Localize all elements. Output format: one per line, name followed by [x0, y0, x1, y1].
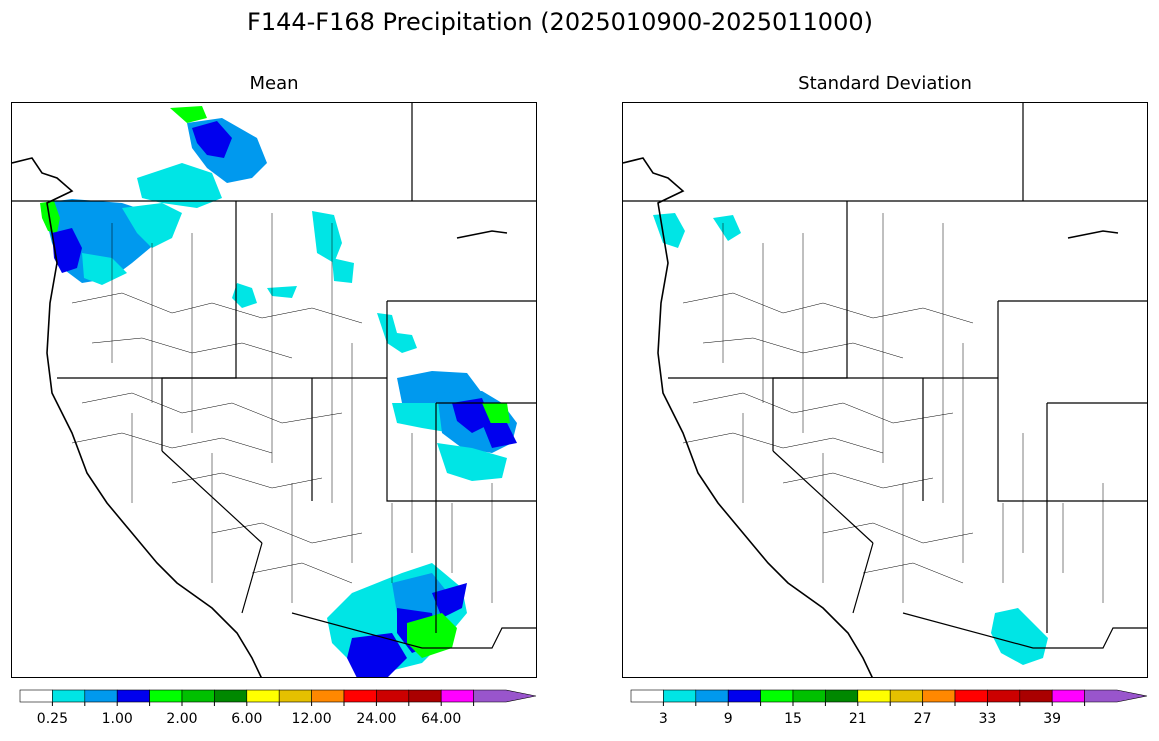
coastline [623, 157, 1119, 677]
colorbar-swatch [954, 689, 988, 703]
colorbar-swatch [1019, 689, 1053, 703]
colorbar-tick-label: 3 [658, 711, 668, 727]
colorbar-swatch [663, 689, 697, 703]
colorbar-tick-label: 33 [978, 711, 997, 727]
colorbar-swatch [278, 689, 312, 703]
colorbar-tick-label: 6.00 [231, 711, 263, 727]
mean-colorbar [19, 689, 537, 706]
state-boundaries [623, 103, 1147, 649]
colorbar-swatch [473, 689, 537, 703]
basin-boundaries [71, 213, 493, 603]
coastline [12, 157, 508, 677]
colorbar-swatch [181, 689, 215, 703]
colorbar-swatch [857, 689, 891, 703]
colorbar-tick-label: 15 [784, 711, 802, 727]
state-boundaries [12, 103, 536, 649]
colorbar-swatch [889, 689, 923, 703]
mean-map [11, 102, 537, 678]
colorbar-swatch [727, 689, 761, 703]
colorbar-swatch [116, 689, 150, 703]
colorbar-swatch [922, 689, 956, 703]
colorbar-tick-label: 12.00 [291, 711, 332, 727]
colorbar-swatch [408, 689, 442, 703]
colorbar-swatch [343, 689, 377, 703]
colorbar-swatch [246, 689, 280, 703]
colorbar-swatch [52, 689, 86, 703]
colorbar-swatch [311, 689, 345, 703]
colorbar-swatch [760, 689, 794, 703]
basin-shading [40, 106, 517, 677]
colorbar-tick-label: 1.00 [101, 711, 133, 727]
colorbar-tick-label: 0.25 [36, 711, 68, 727]
basin-shading [653, 213, 1048, 665]
colorbar-swatch [440, 689, 474, 703]
colorbar-swatch [1051, 689, 1085, 703]
colorbar-tick-label: 21 [848, 711, 867, 727]
colorbar-tick-label: 9 [723, 711, 733, 727]
colorbar-swatch [84, 689, 118, 703]
stddev-colorbar [630, 689, 1148, 706]
colorbar-swatch [695, 689, 729, 703]
colorbar-tick-label: 24.00 [356, 711, 397, 727]
colorbar-tick-label: 27 [913, 711, 932, 727]
colorbar-tick-label: 2.00 [166, 711, 198, 727]
colorbar-swatch [214, 689, 248, 703]
figure-title: F144-F168 Precipitation (2025010900-2025… [247, 8, 873, 36]
basin-boundaries [682, 213, 1104, 603]
colorbar-tick-label: 39 [1043, 711, 1062, 727]
colorbar-swatch [987, 689, 1021, 703]
colorbar-tick-label: 64.00 [421, 711, 462, 727]
mean-panel-title: Mean [249, 73, 299, 94]
colorbar-swatch [792, 689, 826, 703]
colorbar-swatch [825, 689, 859, 703]
colorbar-swatch [1084, 689, 1148, 703]
colorbar-swatch [149, 689, 183, 703]
colorbar-swatch [630, 689, 664, 703]
colorbar-swatch [19, 689, 53, 703]
stddev-map [622, 102, 1148, 678]
stddev-panel-title: Standard Deviation [798, 73, 972, 94]
colorbar-swatch [376, 689, 410, 703]
